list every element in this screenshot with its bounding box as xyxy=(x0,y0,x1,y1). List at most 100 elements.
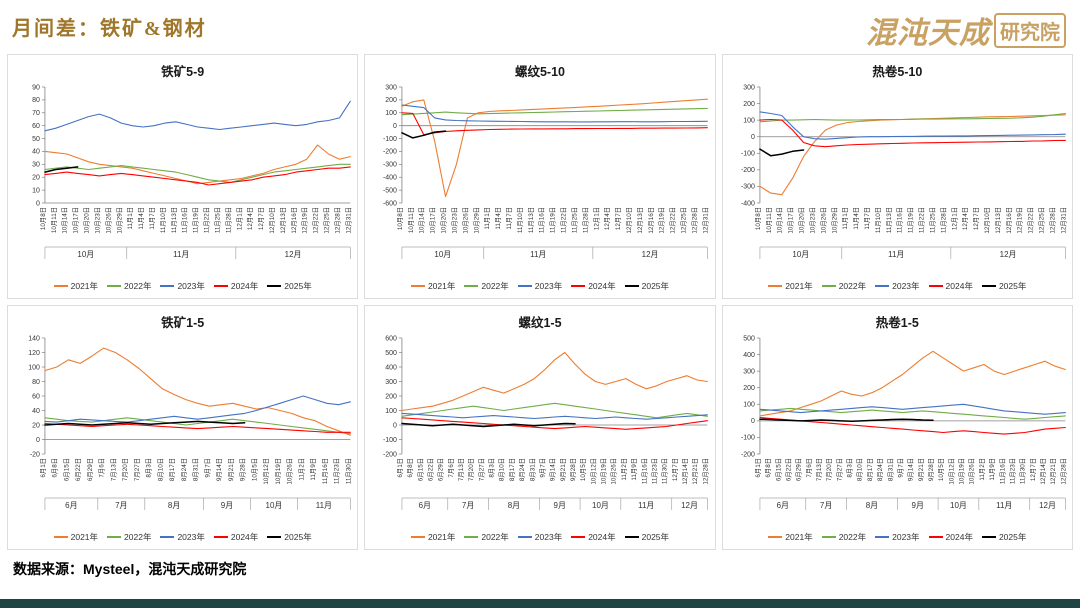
svg-text:300: 300 xyxy=(386,84,398,91)
legend-item-2021年: 2021年 xyxy=(410,280,456,292)
svg-text:12月16日: 12月16日 xyxy=(1004,207,1012,234)
legend-item-2022年: 2022年 xyxy=(821,280,866,292)
svg-text:7月: 7月 xyxy=(820,501,832,510)
svg-text:6月29日: 6月29日 xyxy=(86,458,94,481)
svg-text:7月20日: 7月20日 xyxy=(825,458,833,481)
legend-item-2021年: 2021年 xyxy=(53,280,99,292)
svg-text:12月10日: 12月10日 xyxy=(983,207,991,234)
series-line-2023年 xyxy=(44,100,351,132)
series-line-2022年 xyxy=(44,417,351,435)
charts-grid: 铁矿5-9 0 10 20 30 40 50 60 70 80 90 10月8日 10月11日 10月14… xyxy=(7,54,1073,550)
legend-swatch xyxy=(571,536,586,538)
svg-text:10月8日: 10月8日 xyxy=(396,207,404,230)
svg-text:10月29日: 10月29日 xyxy=(115,207,123,234)
svg-text:10月12日: 10月12日 xyxy=(947,458,955,485)
legend-label: 2022年 xyxy=(481,281,509,291)
legend-swatch xyxy=(517,285,532,287)
legend-label: 2022年 xyxy=(124,532,152,542)
svg-text:11月22日: 11月22日 xyxy=(560,207,568,233)
svg-text:12月28日: 12月28日 xyxy=(1059,458,1067,485)
legend-swatch xyxy=(928,285,943,287)
svg-text:12月7日: 12月7日 xyxy=(614,207,622,230)
legend-item-2024年: 2024年 xyxy=(213,531,259,543)
svg-text:500: 500 xyxy=(386,350,398,357)
svg-text:60: 60 xyxy=(32,123,40,130)
series-line-2025年 xyxy=(758,418,934,422)
svg-text:10月26日: 10月26日 xyxy=(819,207,827,234)
legend-item-2023年: 2023年 xyxy=(160,531,205,543)
legend-swatch xyxy=(571,285,586,287)
legend-label: 2024年 xyxy=(945,281,973,291)
legend-item-2022年: 2022年 xyxy=(107,280,151,292)
svg-text:11月16日: 11月16日 xyxy=(641,458,649,484)
svg-text:100: 100 xyxy=(743,117,755,124)
legend-label: 2024年 xyxy=(230,532,259,542)
svg-text:12月21日: 12月21日 xyxy=(691,458,699,485)
legend-swatch xyxy=(624,536,639,538)
legend-item-2023年: 2023年 xyxy=(517,531,563,543)
svg-text:50: 50 xyxy=(32,136,40,143)
legend-swatch xyxy=(410,536,425,538)
legend-label: 2024年 xyxy=(945,532,973,542)
svg-text:8月10日: 8月10日 xyxy=(156,458,164,481)
svg-text:6月29日: 6月29日 xyxy=(794,458,802,481)
legend-label: 2021年 xyxy=(785,532,813,542)
svg-text:6月22日: 6月22日 xyxy=(427,458,435,481)
svg-text:6月1日: 6月1日 xyxy=(754,458,762,478)
svg-text:12月10日: 12月10日 xyxy=(625,207,633,234)
chart-panel-5: 螺纹1-5 -200 -100 0 100 200 300 400 500 600 6月1日 6月8日… xyxy=(364,305,716,550)
svg-text:12月16日: 12月16日 xyxy=(647,207,655,234)
legend-item-2025年: 2025年 xyxy=(267,280,312,292)
svg-text:10月19日: 10月19日 xyxy=(274,458,282,485)
svg-text:0: 0 xyxy=(393,123,397,130)
series-line-2023年 xyxy=(759,403,1066,415)
svg-text:8月: 8月 xyxy=(508,501,520,510)
legend-swatch xyxy=(464,285,479,287)
svg-text:8月10日: 8月10日 xyxy=(855,458,863,481)
series-line-2025年 xyxy=(401,422,577,428)
svg-text:-400: -400 xyxy=(741,200,755,207)
svg-text:6月1日: 6月1日 xyxy=(396,458,404,478)
svg-text:300: 300 xyxy=(743,368,755,375)
legend-swatch xyxy=(821,285,836,287)
svg-text:60: 60 xyxy=(32,393,40,400)
svg-text:7月27日: 7月27日 xyxy=(133,458,141,481)
svg-text:12月22日: 12月22日 xyxy=(669,207,677,234)
legend-item-2021年: 2021年 xyxy=(53,531,98,543)
svg-text:9月7日: 9月7日 xyxy=(539,458,547,478)
svg-text:8月10日: 8月10日 xyxy=(498,458,506,481)
chart-legend: 2021年 2022年 2023年 2024年 2025年 xyxy=(10,531,355,545)
svg-text:10月17日: 10月17日 xyxy=(786,207,794,234)
svg-text:12月25日: 12月25日 xyxy=(680,207,688,234)
svg-text:9月: 9月 xyxy=(911,501,923,510)
svg-text:-200: -200 xyxy=(741,451,755,458)
svg-text:6月22日: 6月22日 xyxy=(784,458,792,481)
svg-text:6月22日: 6月22日 xyxy=(74,458,82,481)
legend-label: 2024年 xyxy=(230,281,259,291)
legend-label: 2023年 xyxy=(534,532,563,542)
legend-label: 2021年 xyxy=(427,281,456,291)
svg-text:7月6日: 7月6日 xyxy=(98,458,106,478)
svg-text:11月: 11月 xyxy=(530,250,546,259)
svg-text:11月: 11月 xyxy=(173,250,189,259)
series-line-2022年 xyxy=(401,107,709,116)
svg-text:6月: 6月 xyxy=(776,501,788,510)
legend-label: 2025年 xyxy=(998,532,1027,542)
series-line-2023年 xyxy=(759,111,1066,140)
svg-text:12月21日: 12月21日 xyxy=(1049,458,1057,485)
series-line-2024年 xyxy=(759,118,1066,148)
legend-label: 2021年 xyxy=(70,281,99,291)
legend-item-2022年: 2022年 xyxy=(107,531,151,543)
svg-text:12月: 12月 xyxy=(642,250,659,259)
series-line-2024年 xyxy=(759,416,1066,435)
svg-text:0: 0 xyxy=(36,437,40,444)
svg-text:12月28日: 12月28日 xyxy=(702,458,710,485)
legend-swatch xyxy=(213,536,228,538)
svg-text:100: 100 xyxy=(28,364,40,371)
svg-text:12月22日: 12月22日 xyxy=(1026,207,1034,234)
svg-text:11月25日: 11月25日 xyxy=(571,207,579,233)
legend-label: 2023年 xyxy=(892,532,920,542)
chart-legend: 2021年 2022年 2023年 2024年 2025年 xyxy=(725,280,1070,294)
svg-text:12月: 12月 xyxy=(285,250,302,259)
legend-swatch xyxy=(160,285,175,287)
